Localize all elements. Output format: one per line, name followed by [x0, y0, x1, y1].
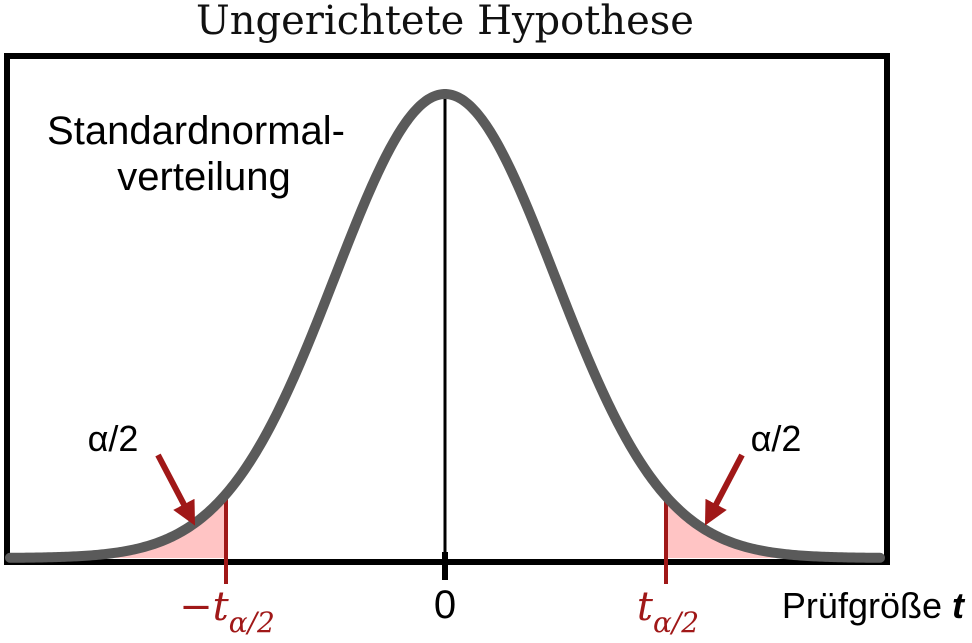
left-tail-arrow: [155, 453, 196, 526]
right-critical-subscript: α/2: [653, 606, 699, 639]
axis-title: Prüfgröße t: [782, 585, 966, 626]
left-tail-label: α/2: [88, 418, 139, 459]
diagram-title: Ungerichtete Hypothese: [196, 0, 694, 44]
left-critical-sign: −: [179, 584, 213, 630]
curve-label-line2: verteilung: [117, 155, 290, 199]
left-critical-symbol: t: [213, 584, 230, 630]
right-tail-label: α/2: [751, 418, 802, 459]
normal-curve: [5, 89, 885, 563]
axis-title-var: t: [952, 585, 966, 626]
right-critical-symbol: t: [637, 584, 654, 630]
left-critical-label: −tα/2: [179, 584, 275, 639]
left-critical-subscript: α/2: [229, 606, 275, 639]
axis-title-prefix: Prüfgröße: [782, 585, 952, 626]
curve-label-line1: Standardnormal-: [47, 109, 345, 153]
axis-center-label: 0: [434, 583, 456, 627]
right-tail-arrow: [704, 453, 745, 526]
right-critical-label: tα/2: [637, 584, 699, 639]
